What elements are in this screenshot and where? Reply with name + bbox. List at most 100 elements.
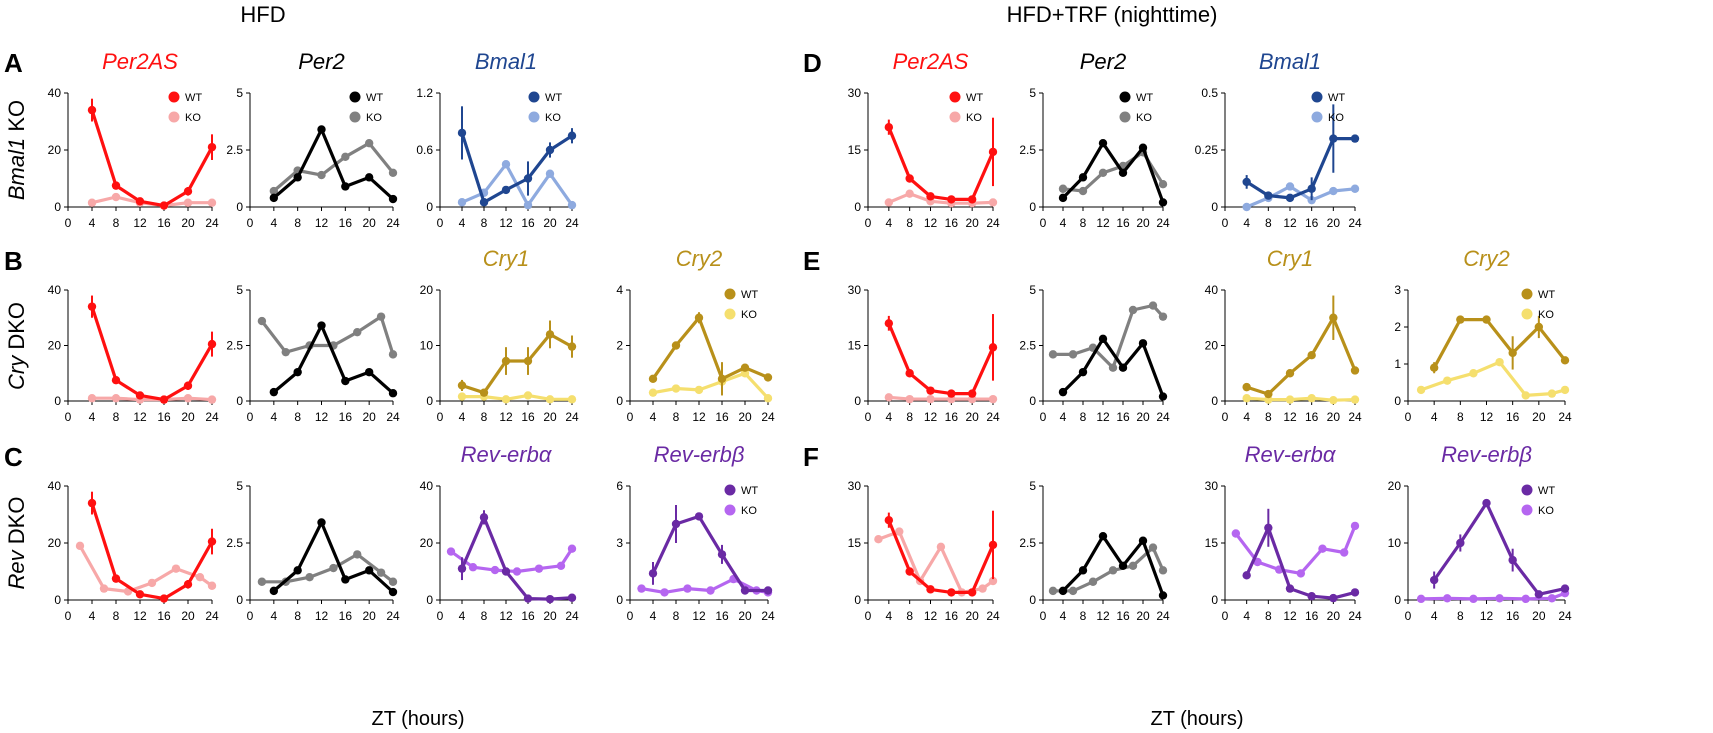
data-point-wt — [87, 105, 97, 115]
x-tick-label: 12 — [1096, 410, 1110, 424]
y-tick-label: 0 — [1211, 200, 1218, 214]
x-tick-label: 8 — [481, 216, 488, 230]
x-tick-label: 12 — [133, 216, 147, 230]
y-tick-label: 5 — [236, 283, 243, 297]
data-point-ko — [1068, 350, 1078, 359]
data-point-ko — [988, 394, 998, 404]
data-point-wt — [1058, 387, 1068, 397]
y-tick-label: 20 — [48, 536, 62, 550]
data-point-wt — [501, 185, 511, 195]
data-point-ko — [111, 394, 121, 403]
series-line-wt — [1246, 316, 1357, 396]
x-tick-label: 24 — [986, 216, 1000, 230]
data-point-wt — [1242, 177, 1251, 187]
x-tick-label: 4 — [1243, 410, 1250, 424]
data-point-wt — [694, 313, 704, 322]
chart-panel-f4: 0 10 20 0 4 8 12 16 20 24 Rev-erbβ WT KO — [1388, 442, 1572, 623]
x-tick-label: 8 — [1265, 609, 1272, 623]
data-point-wt — [269, 586, 279, 596]
data-point-wt — [1158, 392, 1168, 401]
data-point-wt — [1264, 191, 1273, 200]
x-tick-label: 20 — [362, 609, 376, 623]
x-tick-label: 20 — [738, 609, 752, 623]
data-point-wt — [671, 341, 681, 350]
x-tick-label: 8 — [906, 410, 913, 424]
panel-title: Rev-erbβ — [1441, 442, 1532, 467]
chart-panel-c4: 0 3 6 0 4 8 12 16 20 24 Rev-erbβ WT KO — [616, 442, 775, 623]
series-line-wt — [651, 316, 769, 381]
x-tick-label: 12 — [1283, 216, 1297, 230]
x-tick-label: 16 — [521, 609, 535, 623]
data-point-wt — [947, 588, 956, 597]
x-tick-label: 24 — [205, 410, 219, 424]
data-point-ko — [376, 568, 386, 577]
data-point-ko — [1416, 594, 1426, 604]
data-point-ko — [905, 189, 914, 198]
data-point-ko — [457, 198, 467, 207]
x-tick-label: 12 — [499, 609, 513, 623]
data-point-ko — [501, 395, 511, 404]
panel-title: Rev-erbα — [461, 442, 553, 467]
data-point-ko — [1148, 301, 1158, 310]
data-point-ko — [1495, 594, 1504, 603]
y-tick-label: 20 — [1388, 479, 1402, 493]
x-tick-label: 8 — [1080, 216, 1087, 230]
data-point-ko — [648, 388, 658, 397]
data-point-wt — [293, 173, 302, 182]
y-tick-label: 20 — [420, 536, 434, 550]
x-tick-label: 4 — [1431, 410, 1438, 424]
data-point-wt — [523, 594, 533, 603]
legend-label-ko: KO — [966, 112, 982, 124]
y-tick-label: 5 — [1029, 283, 1036, 297]
data-point-ko — [1416, 385, 1426, 395]
panel-letter-c: C — [4, 442, 23, 472]
data-point-ko — [671, 384, 681, 393]
x-tick-label: 16 — [1506, 609, 1520, 623]
x-tick-label: 8 — [481, 609, 488, 623]
y-tick-label: 2.5 — [226, 536, 243, 550]
y-tick-label: 0 — [236, 593, 243, 607]
x-tick-label: 12 — [133, 609, 147, 623]
data-point-ko — [936, 542, 946, 551]
panel-title: Per2AS — [893, 49, 969, 74]
data-point-ko — [1242, 202, 1251, 212]
legend-label-wt: WT — [741, 289, 758, 301]
panel-letter-f: F — [803, 442, 819, 472]
x-tick-label: 4 — [89, 609, 96, 623]
data-point-wt — [1329, 593, 1338, 603]
x-tick-label: 4 — [1243, 216, 1250, 230]
y-tick-label: 5 — [1029, 86, 1036, 100]
data-point-ko — [884, 198, 894, 207]
x-tick-label: 0 — [65, 216, 72, 230]
panel-title: Cry1 — [1267, 246, 1313, 271]
panel-letter-a: A — [4, 48, 23, 78]
row-label-bmal1-ko: Bmal1 KO — [4, 100, 29, 200]
chart-panel-e2: 02.550 4 8 12 16 20 24 — [1019, 283, 1170, 424]
x-tick-label: 4 — [1060, 609, 1067, 623]
data-point-wt — [1307, 592, 1316, 601]
x-tick-label: 0 — [627, 410, 634, 424]
data-point-wt — [545, 330, 555, 339]
data-point-ko — [269, 186, 279, 196]
data-point-wt — [1264, 389, 1273, 399]
data-point-ko — [1242, 394, 1251, 403]
data-point-ko — [490, 565, 500, 575]
x-tick-label: 0 — [247, 216, 254, 230]
x-tick-label: 4 — [459, 216, 466, 230]
data-point-wt — [1058, 586, 1068, 596]
y-tick-label: 0 — [1394, 593, 1401, 607]
data-point-wt — [1350, 134, 1360, 143]
y-tick-label: 40 — [48, 283, 62, 297]
y-tick-label: 0 — [236, 200, 243, 214]
x-tick-label: 12 — [1480, 609, 1494, 623]
data-point-ko — [376, 312, 386, 321]
data-point-wt — [884, 516, 894, 525]
x-tick-label: 16 — [945, 216, 959, 230]
x-tick-label: 0 — [65, 609, 72, 623]
x-tick-label: 8 — [673, 410, 680, 424]
x-tick-label: 16 — [945, 609, 959, 623]
data-point-ko — [111, 192, 121, 202]
data-point-wt — [341, 575, 350, 584]
data-point-wt — [159, 594, 169, 603]
